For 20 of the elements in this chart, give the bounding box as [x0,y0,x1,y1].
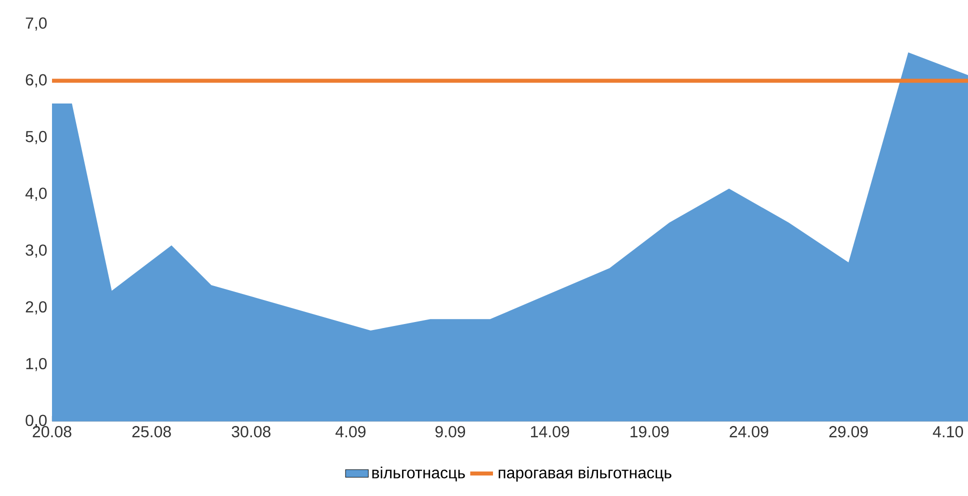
x-tick-label: 25.08 [132,426,171,438]
y-tick-label: 3,0 [26,244,47,258]
x-tick-label: 4.10 [932,426,964,438]
y-tick-label: 1,0 [26,358,47,372]
y-tick-label: 0,0 [26,414,47,428]
x-tick-label: 9.09 [435,426,466,438]
x-tick-label: 19.09 [630,426,669,438]
y-tick-label: 7,0 [26,17,47,31]
x-tick-label: 20.08 [32,426,72,438]
x-tick-label: 4.09 [336,426,366,438]
legend-label: парогавая вільготнасць [498,466,672,482]
y-tick-label: 4,0 [25,188,47,201]
legend-label: вільготнасць [372,466,465,482]
y-tick-label: 6,0 [26,74,47,88]
y-tick-label: 5,0 [26,130,47,144]
y-tick-label: 2,0 [26,301,47,314]
x-tick-label: 29.09 [829,426,868,438]
x-tick-label: 14.09 [531,426,570,438]
x-tick-label: 30.08 [232,426,270,438]
x-tick-label: 24.09 [730,426,768,438]
